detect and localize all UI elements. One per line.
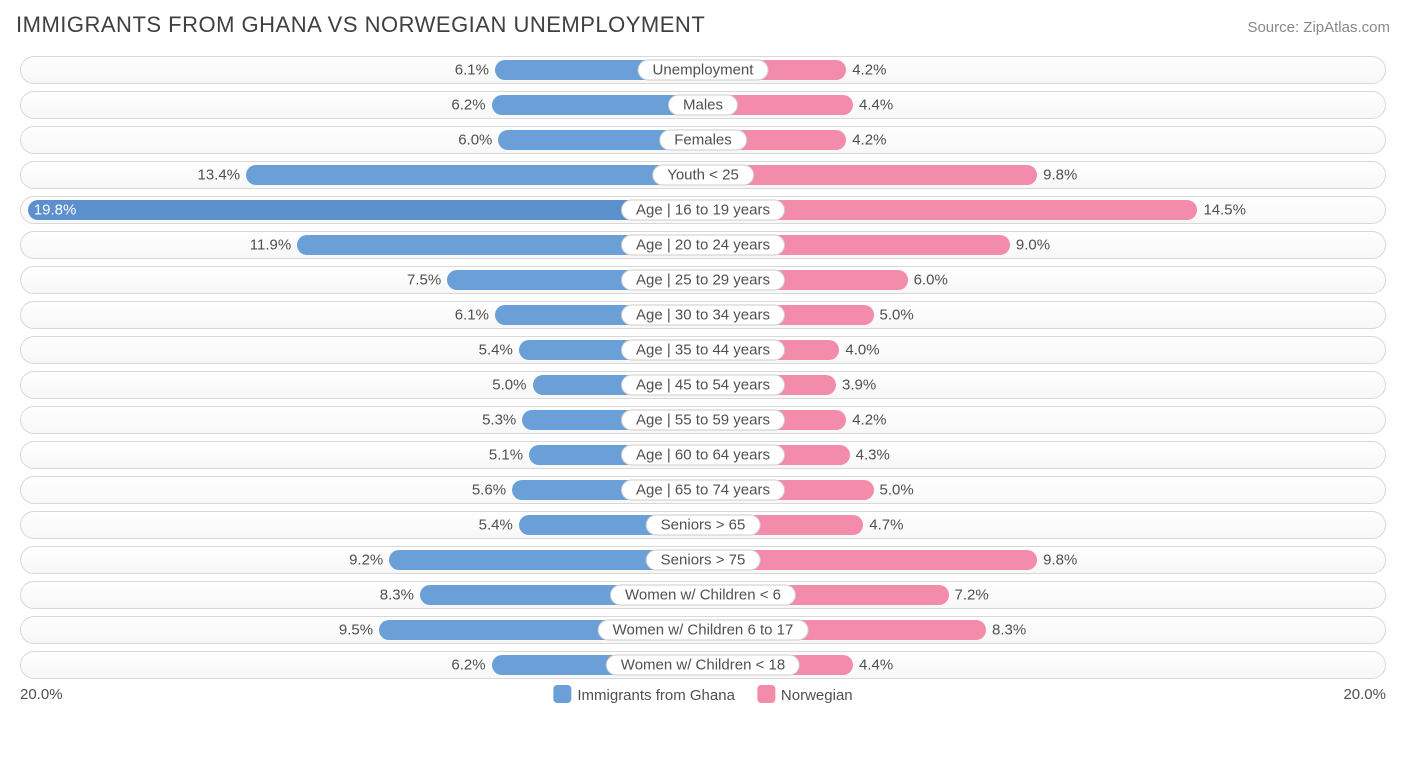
value-left: 19.8% [28, 202, 77, 219]
value-left: 6.2% [451, 97, 491, 114]
value-right: 4.2% [846, 62, 886, 79]
row-label: Women w/ Children < 18 [606, 655, 800, 676]
value-left: 6.1% [455, 307, 495, 324]
legend: Immigrants from Ghana Norwegian [553, 685, 852, 704]
row-label: Women w/ Children < 6 [610, 585, 796, 606]
value-right: 4.2% [846, 132, 886, 149]
value-left: 5.0% [492, 377, 532, 394]
chart-row: 6.2% 4.4% Women w/ Children < 18 [20, 651, 1386, 679]
row-label: Age | 65 to 74 years [621, 480, 785, 501]
value-left: 8.3% [380, 587, 420, 604]
value-left: 9.5% [339, 622, 379, 639]
value-left: 13.4% [198, 167, 247, 184]
value-right: 4.3% [850, 447, 890, 464]
value-right: 9.0% [1010, 237, 1050, 254]
row-label: Age | 60 to 64 years [621, 445, 785, 466]
chart-row: 6.1% 5.0% Age | 30 to 34 years [20, 301, 1386, 329]
row-label: Age | 20 to 24 years [621, 235, 785, 256]
chart-row: 6.2% 4.4% Males [20, 91, 1386, 119]
value-left: 5.4% [479, 517, 519, 534]
row-label: Females [659, 130, 747, 151]
chart-title: IMMIGRANTS FROM GHANA VS NORWEGIAN UNEMP… [16, 12, 705, 38]
value-right: 4.7% [863, 517, 903, 534]
chart-row: 5.6% 5.0% Age | 65 to 74 years [20, 476, 1386, 504]
legend-swatch [553, 685, 571, 703]
value-left: 6.1% [455, 62, 495, 79]
row-label: Youth < 25 [652, 165, 754, 186]
value-left: 11.9% [250, 237, 297, 254]
row-label: Age | 30 to 34 years [621, 305, 785, 326]
value-right: 5.0% [874, 482, 914, 499]
legend-item: Immigrants from Ghana [553, 685, 735, 704]
legend-item: Norwegian [757, 685, 853, 704]
chart-row: 19.8% 14.5% Age | 16 to 19 years [20, 196, 1386, 224]
row-label: Males [668, 95, 738, 116]
chart-row: 8.3% 7.2% Women w/ Children < 6 [20, 581, 1386, 609]
row-label: Women w/ Children 6 to 17 [598, 620, 809, 641]
value-left: 6.0% [458, 132, 498, 149]
value-left: 5.3% [482, 412, 522, 429]
value-right: 3.9% [836, 377, 876, 394]
axis-max-right: 20.0% [1343, 686, 1386, 703]
row-label: Age | 25 to 29 years [621, 270, 785, 291]
chart-row: 6.0% 4.2% Females [20, 126, 1386, 154]
value-left: 5.6% [472, 482, 512, 499]
chart-row: 5.1% 4.3% Age | 60 to 64 years [20, 441, 1386, 469]
bar-left [246, 165, 703, 185]
legend-swatch [757, 685, 775, 703]
row-label: Age | 55 to 59 years [621, 410, 785, 431]
value-right: 6.0% [908, 272, 948, 289]
value-right: 9.8% [1037, 167, 1077, 184]
row-label: Age | 16 to 19 years [621, 200, 785, 221]
axis-max-left: 20.0% [20, 686, 63, 703]
value-left: 6.2% [451, 657, 491, 674]
chart-row: 9.5% 8.3% Women w/ Children 6 to 17 [20, 616, 1386, 644]
chart-row: 5.3% 4.2% Age | 55 to 59 years [20, 406, 1386, 434]
chart-row: 7.5% 6.0% Age | 25 to 29 years [20, 266, 1386, 294]
value-left: 7.5% [407, 272, 447, 289]
row-label: Age | 35 to 44 years [621, 340, 785, 361]
value-right: 4.2% [846, 412, 886, 429]
value-right: 4.0% [839, 342, 879, 359]
value-right: 4.4% [853, 97, 893, 114]
chart-row: 5.4% 4.7% Seniors > 65 [20, 511, 1386, 539]
row-label: Unemployment [638, 60, 769, 81]
butterfly-chart: 6.1% 4.2% Unemployment 6.2% 4.4% Males 6.0% 4.2… [20, 56, 1386, 703]
value-left: 5.1% [489, 447, 529, 464]
chart-row: 9.2% 9.8% Seniors > 75 [20, 546, 1386, 574]
value-right: 5.0% [874, 307, 914, 324]
value-left: 5.4% [479, 342, 519, 359]
chart-source: Source: ZipAtlas.com [1247, 19, 1390, 36]
value-right: 9.8% [1037, 552, 1077, 569]
bar-left [28, 200, 703, 220]
chart-row: 5.4% 4.0% Age | 35 to 44 years [20, 336, 1386, 364]
chart-row: 13.4% 9.8% Youth < 25 [20, 161, 1386, 189]
row-label: Seniors > 65 [646, 515, 761, 536]
value-left: 9.2% [349, 552, 389, 569]
value-right: 8.3% [986, 622, 1026, 639]
chart-row: 6.1% 4.2% Unemployment [20, 56, 1386, 84]
chart-row: 11.9% 9.0% Age | 20 to 24 years [20, 231, 1386, 259]
value-right: 7.2% [949, 587, 989, 604]
row-label: Age | 45 to 54 years [621, 375, 785, 396]
value-right: 4.4% [853, 657, 893, 674]
chart-row: 5.0% 3.9% Age | 45 to 54 years [20, 371, 1386, 399]
value-right: 14.5% [1197, 202, 1246, 219]
row-label: Seniors > 75 [646, 550, 761, 571]
